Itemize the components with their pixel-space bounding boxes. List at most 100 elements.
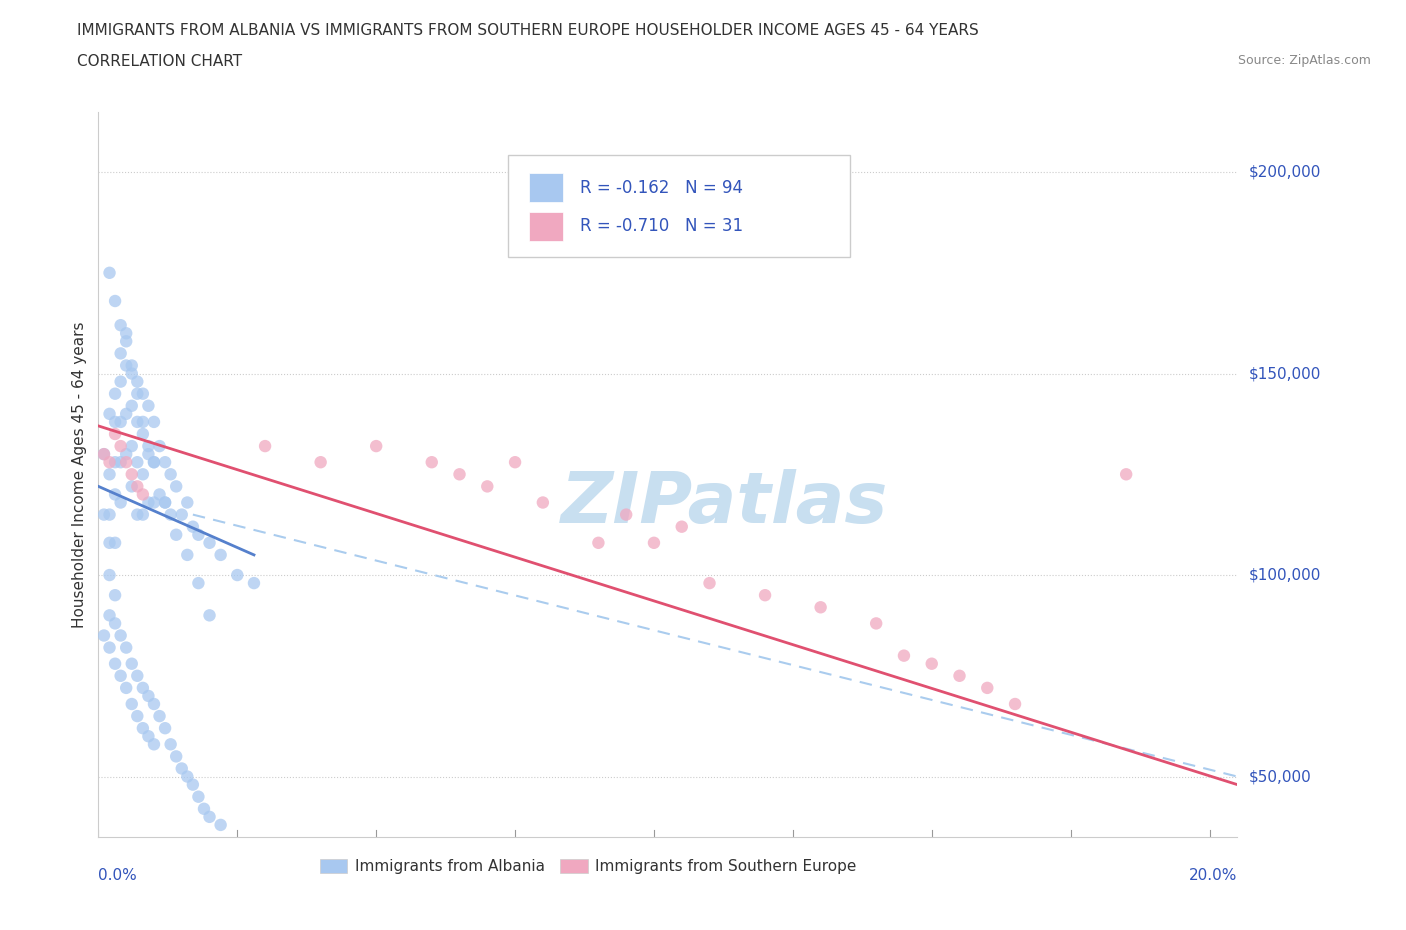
Point <box>165 527 187 542</box>
Point <box>93 507 115 522</box>
Point <box>810 600 832 615</box>
Point <box>132 467 155 482</box>
Point <box>531 495 554 510</box>
Point <box>110 628 132 643</box>
Point <box>503 455 526 470</box>
Point <box>209 548 232 563</box>
Point <box>104 588 127 603</box>
Point <box>165 749 187 764</box>
Point <box>110 455 132 470</box>
Point <box>132 386 155 401</box>
Point <box>115 640 138 655</box>
Point <box>121 358 143 373</box>
Point <box>148 439 170 454</box>
Point <box>115 446 138 461</box>
Text: $50,000: $50,000 <box>1249 769 1312 784</box>
Point <box>138 729 160 744</box>
Point <box>98 567 121 582</box>
Point <box>127 374 149 389</box>
Point <box>138 688 160 703</box>
Point <box>181 777 204 792</box>
Text: $100,000: $100,000 <box>1249 567 1320 582</box>
Point <box>121 439 143 454</box>
Point <box>138 439 160 454</box>
Point <box>153 455 176 470</box>
Point <box>98 608 121 623</box>
Point <box>104 386 127 401</box>
Point <box>93 446 115 461</box>
Point <box>127 479 149 494</box>
Point <box>671 519 693 534</box>
Point <box>153 721 176 736</box>
Point <box>138 495 160 510</box>
Point <box>143 495 166 510</box>
Point <box>110 415 132 430</box>
Point <box>138 446 160 461</box>
Point <box>98 640 121 655</box>
Point <box>98 455 121 470</box>
Point <box>588 536 610 551</box>
Point <box>614 507 637 522</box>
Text: Source: ZipAtlas.com: Source: ZipAtlas.com <box>1237 54 1371 67</box>
Point <box>127 507 149 522</box>
Point <box>198 608 221 623</box>
Point <box>104 427 127 442</box>
Point <box>1198 898 1220 913</box>
Point <box>127 415 149 430</box>
Point <box>159 467 181 482</box>
Point <box>143 697 166 711</box>
Point <box>143 455 166 470</box>
Point <box>148 709 170 724</box>
Point <box>115 681 138 696</box>
Point <box>104 455 127 470</box>
Point <box>165 479 187 494</box>
Point <box>121 697 143 711</box>
Point <box>176 495 198 510</box>
Text: 0.0%: 0.0% <box>98 868 138 883</box>
Point <box>104 294 127 309</box>
Point <box>104 536 127 551</box>
Point <box>110 439 132 454</box>
FancyBboxPatch shape <box>509 155 851 257</box>
Point <box>226 567 249 582</box>
Point <box>104 487 127 502</box>
Point <box>98 536 121 551</box>
Point <box>98 467 121 482</box>
Point <box>198 536 221 551</box>
Point <box>153 495 176 510</box>
Point <box>110 669 132 684</box>
Text: $150,000: $150,000 <box>1249 366 1320 381</box>
Point <box>209 817 232 832</box>
Point <box>198 809 221 824</box>
Point <box>159 737 181 751</box>
Point <box>110 495 132 510</box>
Point <box>754 588 776 603</box>
Point <box>121 398 143 413</box>
Point <box>132 427 155 442</box>
Y-axis label: Householder Income Ages 45 - 64 years: Householder Income Ages 45 - 64 years <box>72 321 87 628</box>
Point <box>121 366 143 381</box>
Text: IMMIGRANTS FROM ALBANIA VS IMMIGRANTS FROM SOUTHERN EUROPE HOUSEHOLDER INCOME AG: IMMIGRANTS FROM ALBANIA VS IMMIGRANTS FR… <box>77 23 979 38</box>
Point <box>115 358 138 373</box>
Text: $200,000: $200,000 <box>1249 165 1320 179</box>
Point <box>254 439 277 454</box>
Point <box>132 681 155 696</box>
Text: 20.0%: 20.0% <box>1189 868 1237 883</box>
FancyBboxPatch shape <box>529 212 562 241</box>
Point <box>127 669 149 684</box>
Point <box>132 415 155 430</box>
Point <box>148 487 170 502</box>
Point <box>181 519 204 534</box>
Point <box>98 507 121 522</box>
Point <box>976 681 998 696</box>
Point <box>143 737 166 751</box>
FancyBboxPatch shape <box>529 173 562 203</box>
Point <box>143 415 166 430</box>
Point <box>127 455 149 470</box>
Point <box>121 467 143 482</box>
Point <box>176 769 198 784</box>
Point <box>143 455 166 470</box>
Point <box>104 616 127 631</box>
Text: R = -0.162   N = 94: R = -0.162 N = 94 <box>581 179 744 197</box>
Point <box>187 576 209 591</box>
